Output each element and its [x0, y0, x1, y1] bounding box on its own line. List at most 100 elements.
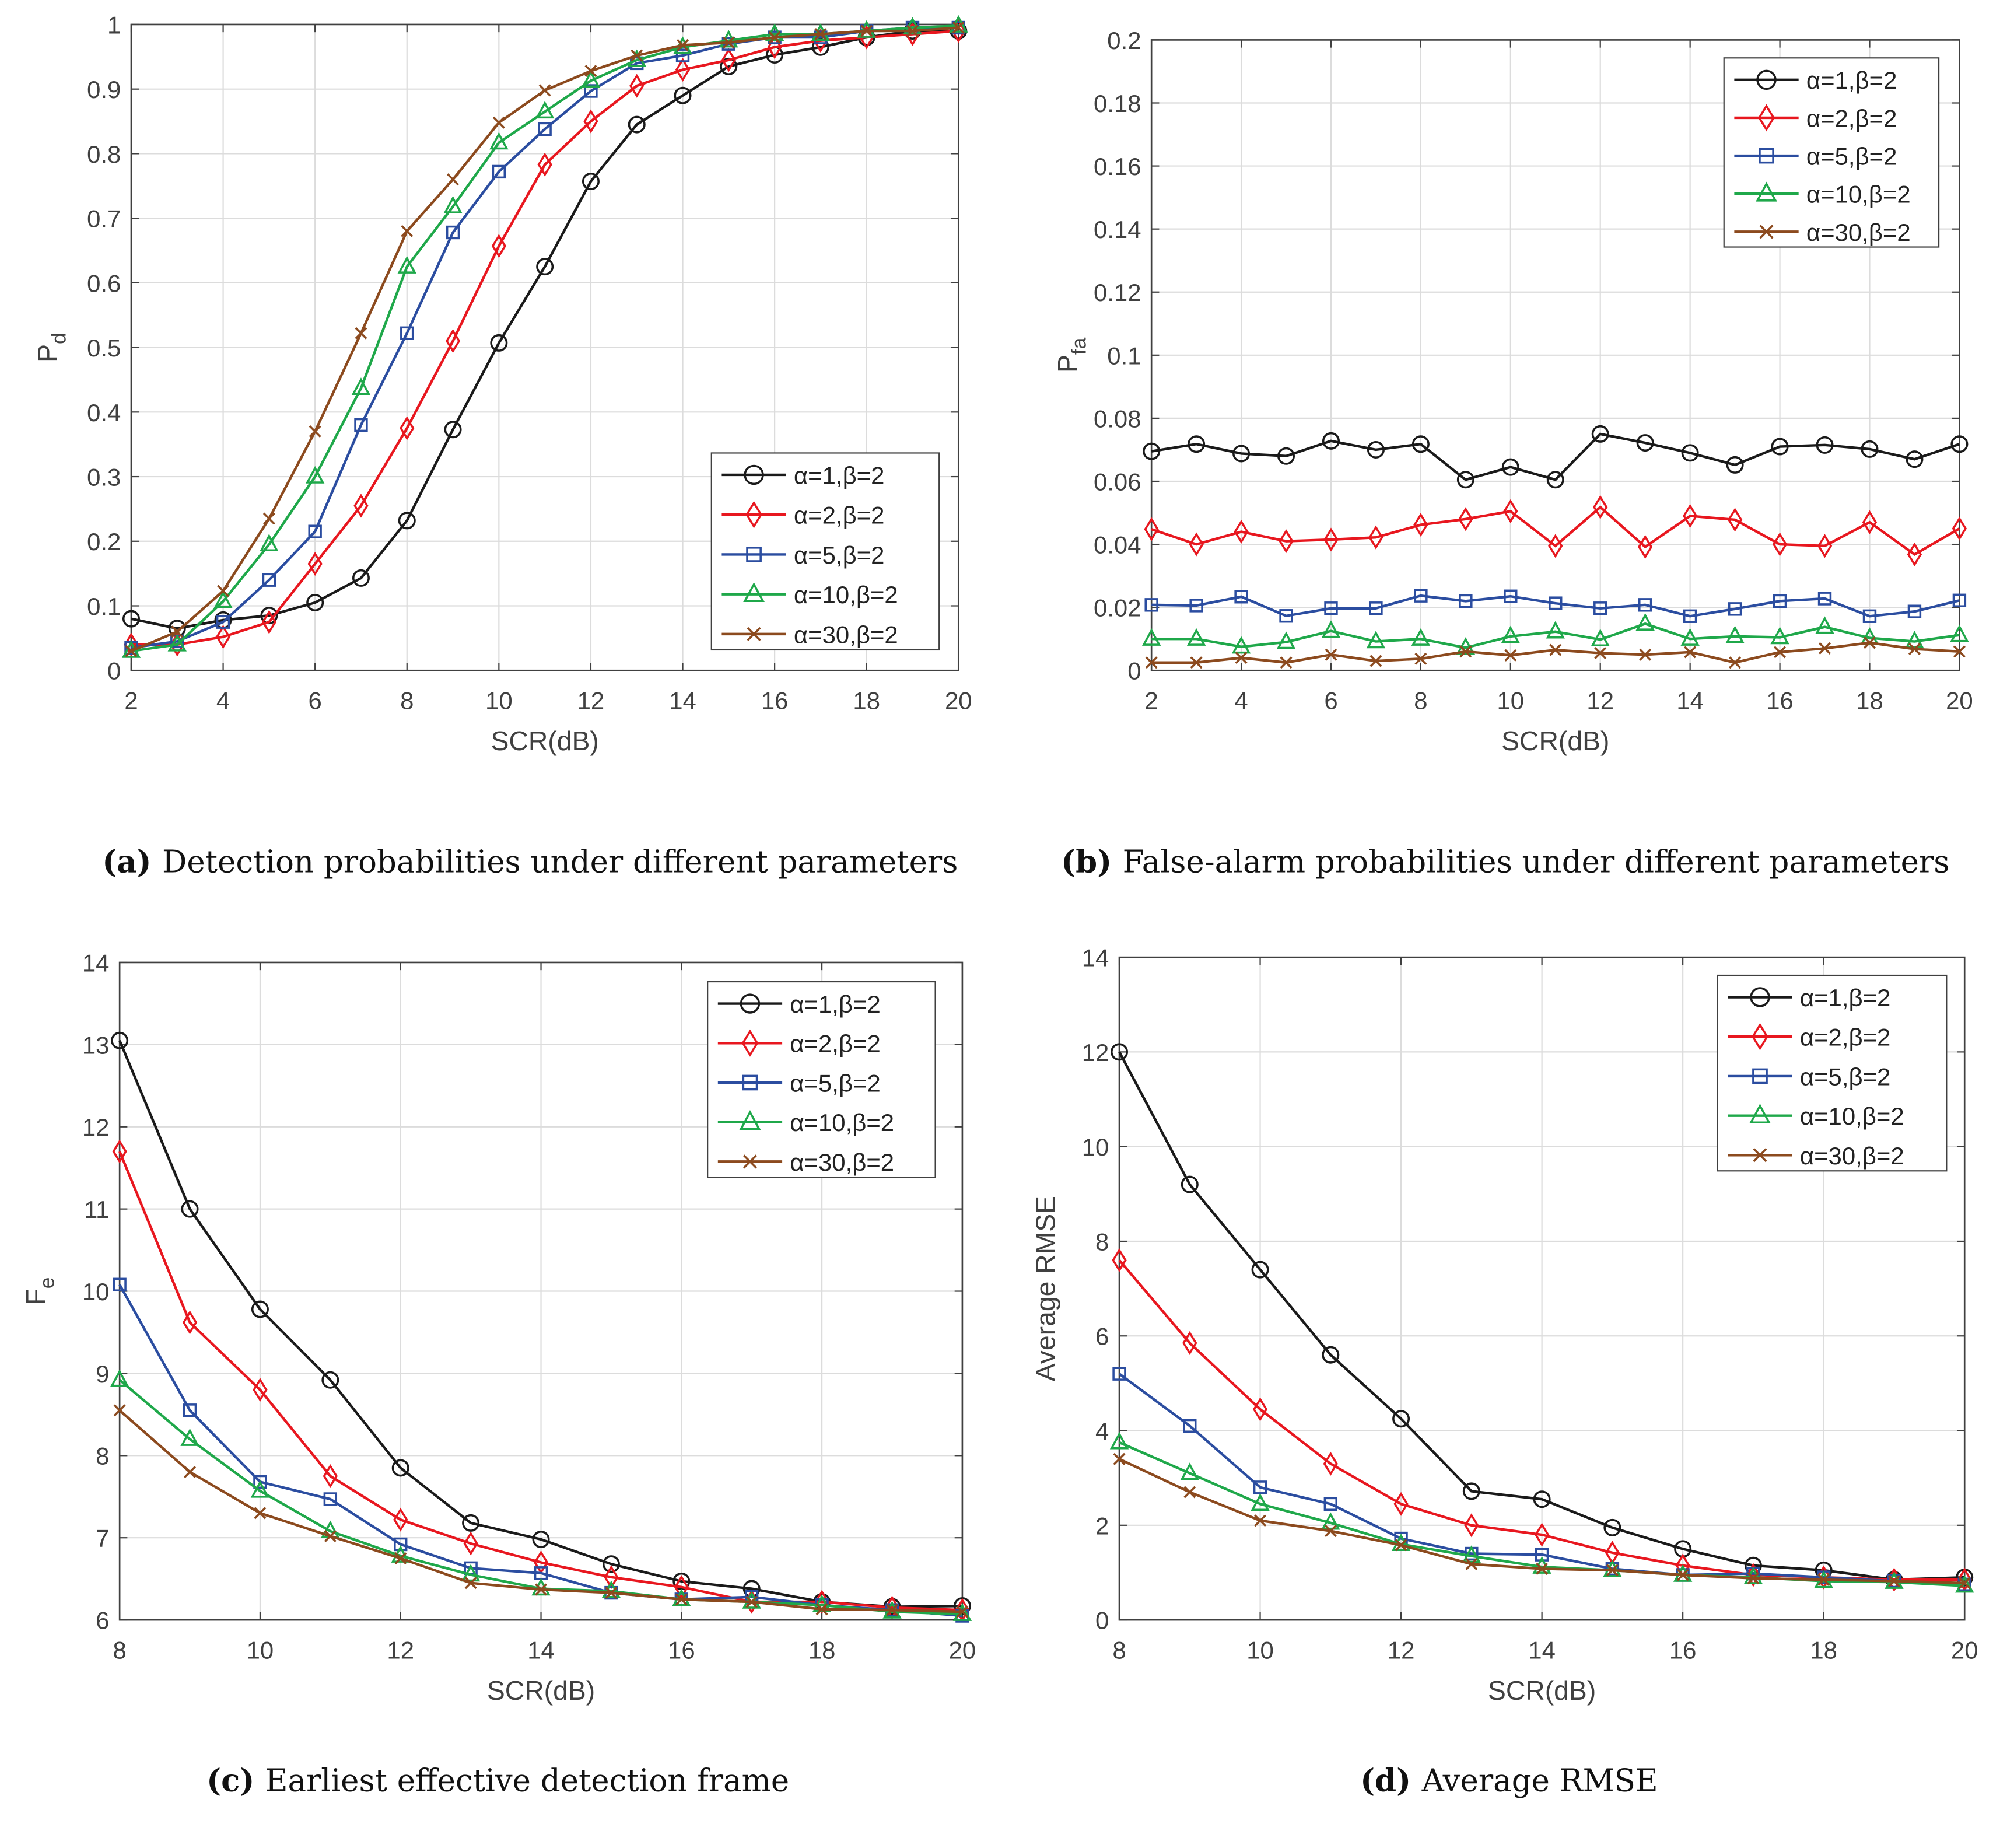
marker-circle — [1456, 471, 1474, 489]
marker-circle — [674, 86, 692, 104]
marker-circle — [1771, 438, 1789, 456]
marker-diamond — [1952, 516, 1967, 541]
marker-x — [171, 625, 184, 638]
marker-square — [1683, 609, 1697, 623]
y-tick-label: 0.9 — [87, 76, 121, 103]
marker-x — [1594, 647, 1607, 660]
y-axis-label-subscript: e — [36, 1278, 59, 1289]
marker-circle — [398, 512, 416, 530]
marker-circle — [536, 258, 554, 276]
legend-item: α=10,β=2 — [1734, 181, 1911, 208]
x-tick-label: 18 — [1810, 1636, 1837, 1664]
y-tick-label: 0.8 — [87, 141, 121, 168]
marker-x — [394, 1552, 407, 1564]
marker-circle — [1392, 1410, 1410, 1428]
marker-triangle — [743, 582, 765, 602]
legend-box — [1717, 974, 1948, 1172]
marker-circle — [1322, 432, 1340, 450]
series-4 — [1145, 636, 1966, 669]
marker-circle — [1277, 447, 1295, 465]
legend-label: α=1,β=2 — [1806, 66, 1897, 94]
y-tick-label: 0 — [1127, 657, 1141, 685]
marker-diamond — [491, 234, 507, 258]
legend: α=1,β=2 α=2,β=2 α=5,β=2 α=10,β=2 α=30,β=2 — [1717, 974, 1948, 1172]
legend-item: α=10,β=2 — [721, 581, 898, 608]
caption-text: False-alarm probabilities under differen… — [1123, 845, 1950, 880]
marker-x — [1324, 1525, 1337, 1538]
marker-square — [1324, 601, 1338, 615]
y-tick-label: 0.16 — [1094, 153, 1141, 180]
y-tick-label: 0 — [1095, 1607, 1109, 1634]
marker-diamond — [215, 625, 231, 649]
y-tick-label: 1 — [107, 11, 121, 38]
legend-label: α=10,β=2 — [794, 581, 898, 608]
x-tick-label: 14 — [1676, 687, 1704, 714]
marker-x — [886, 1604, 899, 1616]
marker-x — [401, 225, 414, 237]
marker-diamond — [261, 610, 277, 634]
marker-x — [1676, 1569, 1689, 1581]
marker-square — [1817, 592, 1832, 606]
legend-item: α=30,β=2 — [1728, 1142, 1904, 1170]
marker-triangle — [1462, 1545, 1481, 1563]
marker-x — [1759, 225, 1774, 239]
marker-x — [1190, 656, 1203, 669]
marker-x — [355, 327, 367, 340]
marker-square — [394, 1537, 408, 1552]
marker-x — [1145, 656, 1158, 669]
marker-square — [1112, 1367, 1126, 1381]
marker-square — [1253, 1480, 1267, 1494]
marker-diamond — [307, 551, 323, 576]
marker-x — [447, 173, 460, 186]
marker-circle — [1181, 1175, 1199, 1194]
panel-c: 8 10 12 14 16 18 20 6 7 8 9 10 11 12 13 14 SCR(dB) Fe α=1,… — [20, 949, 976, 1798]
x-tick-label: 16 — [1766, 687, 1794, 714]
y-tick-label: 6 — [96, 1607, 109, 1634]
marker-x — [1774, 646, 1787, 659]
marker-x — [722, 36, 735, 49]
y-tick-label: 12 — [82, 1114, 110, 1141]
legend-label: α=2,β=2 — [790, 1030, 880, 1058]
marker-circle — [628, 116, 646, 134]
marker-triangle — [1770, 626, 1789, 645]
marker-triangle — [1251, 1493, 1270, 1511]
marker-diamond — [1758, 104, 1775, 132]
x-tick-label: 14 — [1528, 1636, 1556, 1664]
marker-square — [308, 524, 322, 538]
marker-circle — [1533, 1490, 1551, 1508]
legend-label: α=5,β=2 — [790, 1069, 880, 1097]
marker-diamond — [1252, 1397, 1268, 1422]
marker-circle — [306, 593, 324, 611]
marker-triangle — [1141, 628, 1161, 646]
marker-diamond — [400, 416, 415, 440]
marker-triangle — [1276, 631, 1296, 649]
marker-circle — [582, 173, 600, 191]
marker-diamond — [629, 74, 645, 98]
series-3 — [1141, 612, 1969, 655]
marker-square — [1414, 589, 1428, 603]
marker-x — [1459, 645, 1472, 658]
marker-x — [1908, 642, 1921, 656]
marker-diamond — [393, 1507, 408, 1532]
marker-triangle — [1366, 631, 1386, 649]
series-line — [1151, 432, 1960, 481]
marker-triangle — [167, 634, 187, 652]
panel-d: 8 10 12 14 16 18 20 0 2 4 6 8 10 12 14 SCR(dB) Average R… — [1031, 944, 1978, 1799]
y-tick-label: 11 — [84, 1196, 110, 1223]
marker-x — [1325, 648, 1337, 661]
marker-x — [742, 1154, 758, 1169]
x-axis-label: SCR(dB) — [1501, 726, 1609, 756]
legend-item: α=5,β=2 — [1734, 143, 1897, 170]
marker-diamond — [1638, 534, 1653, 559]
marker-square — [1183, 1419, 1197, 1433]
y-tick-label: 2 — [1095, 1512, 1109, 1539]
x-tick-label: 14 — [669, 687, 696, 714]
x-tick-label: 16 — [668, 1636, 695, 1664]
y-tick-label: 6 — [1095, 1323, 1109, 1350]
marker-x — [125, 645, 138, 657]
marker-diamond — [1458, 507, 1473, 531]
marker-triangle — [857, 20, 876, 38]
marker-circle — [122, 610, 140, 628]
x-tick-label: 4 — [1234, 687, 1248, 714]
caption-text: Average RMSE — [1421, 1763, 1658, 1798]
